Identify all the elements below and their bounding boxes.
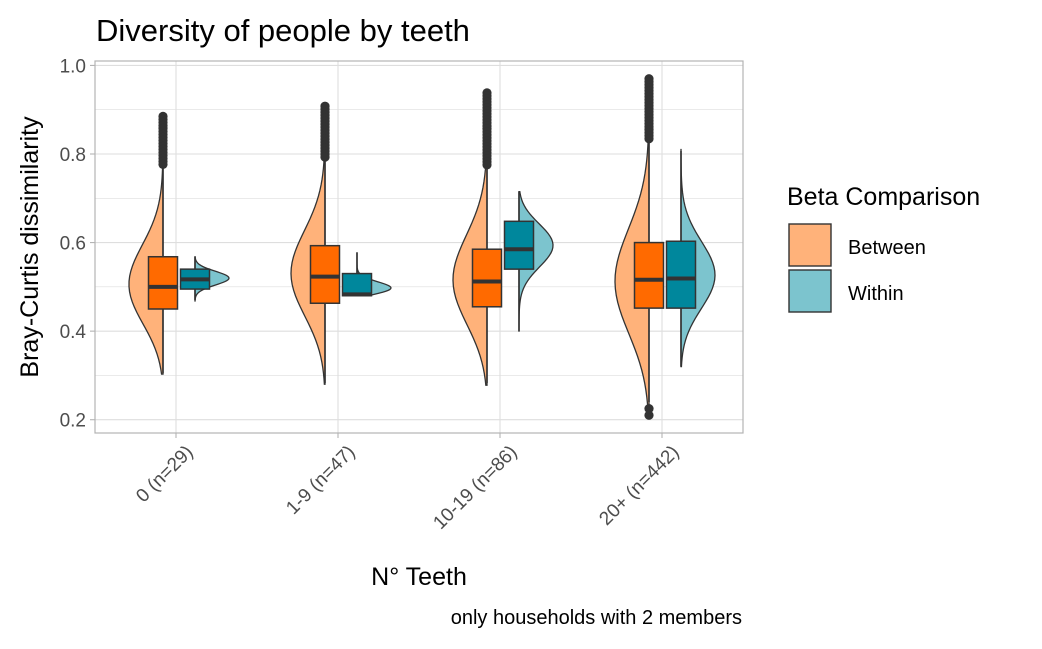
box-between-box xyxy=(147,255,179,310)
box-between-box xyxy=(471,248,503,308)
legend-title: Beta Comparison xyxy=(787,183,980,211)
box-between-outlier xyxy=(644,134,654,144)
x-axis-label: N° Teeth xyxy=(371,563,467,591)
legend-key-between xyxy=(788,223,832,267)
legend-key-within xyxy=(788,269,832,313)
box-between-outlier xyxy=(482,160,492,170)
violin-within xyxy=(194,256,230,302)
legend: Beta Comparison Between Within xyxy=(787,183,980,313)
y-tick-label: 0.2 xyxy=(60,411,86,432)
x-tick-label: 20+ (n=442) xyxy=(595,442,683,530)
violins xyxy=(128,78,716,419)
box-between-box xyxy=(309,244,341,304)
legend-label-between: Between xyxy=(848,237,926,259)
x-tick-label: 10-19 (n=86) xyxy=(429,442,521,534)
chart-caption: only households with 2 members xyxy=(451,607,742,629)
legend-label-within: Within xyxy=(848,283,904,305)
y-tick-label: 1.0 xyxy=(60,56,86,77)
violin-between xyxy=(452,93,488,386)
box-within-box xyxy=(665,240,697,309)
box-between-outlier xyxy=(644,404,654,414)
box-between-outlier xyxy=(158,159,168,169)
box-between-box xyxy=(633,241,665,309)
box-within-box xyxy=(503,220,535,270)
box-between-outlier xyxy=(320,152,330,162)
box-between-outlier xyxy=(644,410,654,420)
y-tick-label: 0.6 xyxy=(60,234,86,255)
y-axis-label: Bray-Curtis dissimilarity xyxy=(16,116,44,378)
y-axis-ticks: 0.2 0.4 0.6 0.8 1.0 xyxy=(60,56,95,432)
x-tick-label: 0 (n=29) xyxy=(132,442,197,507)
y-tick-label: 0.4 xyxy=(60,322,87,343)
plot-panel-border xyxy=(94,60,744,434)
violin-between xyxy=(128,115,164,375)
y-tick-label: 0.8 xyxy=(60,145,86,166)
boxes xyxy=(147,74,697,420)
chart-title: Diversity of people by teeth xyxy=(96,13,470,48)
x-axis-ticks: 0 (n=29) 1-9 (n=47) 10-19 (n=86) 20+ (n=442… xyxy=(132,433,684,534)
x-tick-label: 1-9 (n=47) xyxy=(282,442,359,519)
